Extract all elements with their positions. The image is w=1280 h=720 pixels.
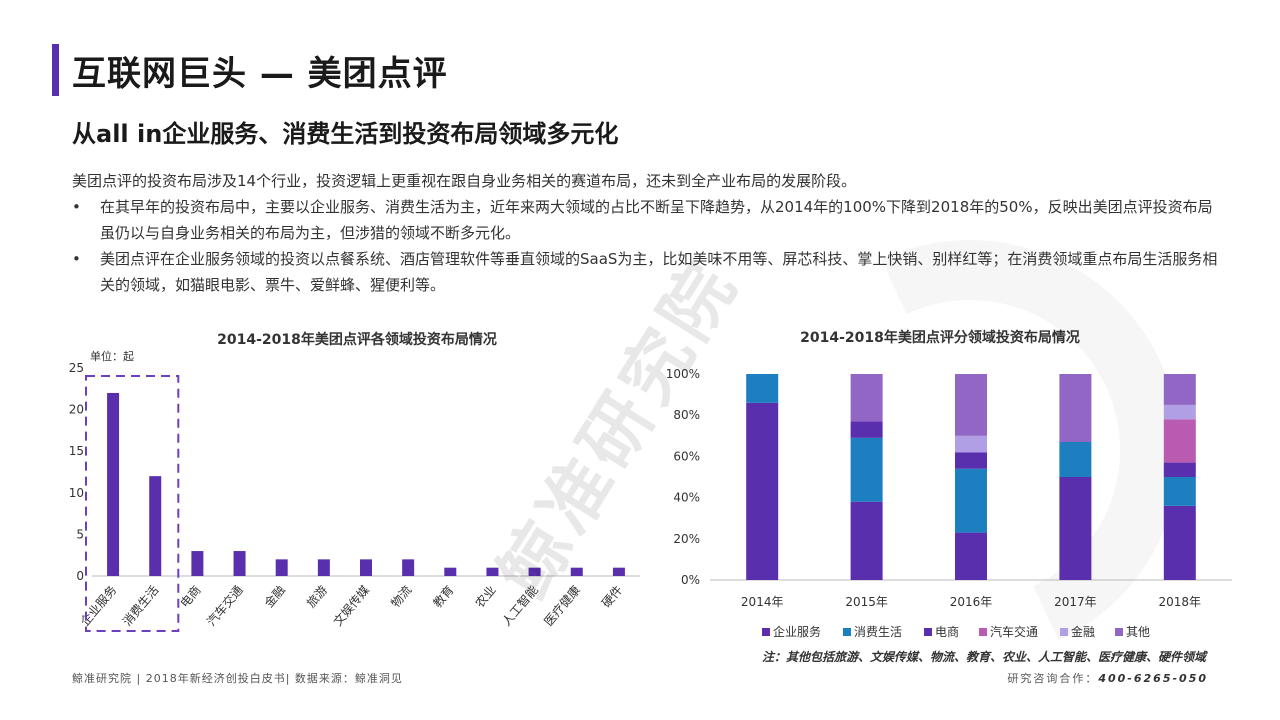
chart1-bar — [107, 392, 120, 576]
chart1-x-tick-label: 汽车交通 — [203, 582, 245, 628]
chart2-legend-label: 消费生活 — [854, 625, 902, 639]
chart2-legend-label: 电商 — [935, 624, 959, 639]
chart1-x-tick-label: 文娱传媒 — [330, 582, 372, 628]
chart2-x-tick-label: 2014年 — [741, 595, 784, 609]
chart1-bar — [402, 559, 415, 576]
chart1-bar — [486, 567, 499, 576]
chart1-x-tick-label: 电商 — [177, 582, 204, 610]
chart1-y-tick-label: 25 — [69, 361, 84, 375]
chart-sector-share-stacked: 2014-2018年美团点评分领域投资布局情况 0% 20% 40% 60% 80% 100… — [640, 318, 1240, 652]
chart1-y-tick-label: 15 — [69, 444, 84, 458]
footer-contact: 研究咨询合作：400-6265-050 — [1007, 670, 1208, 686]
chart1-bar — [317, 559, 330, 576]
chart2-note: 注：其他包括旅游、文娱传媒、物流、教育、农业、人工智能、医疗健康、硬件领域 — [761, 650, 1206, 664]
title-accent-bar — [52, 44, 59, 96]
chart1-highlight-box — [85, 375, 180, 632]
chart-sector-investment-counts: 2014-2018年美团点评各领域投资布局情况单位：起 0 5 10 15 20 25 企业服… — [52, 318, 652, 652]
chart2-legend-swatch — [924, 628, 932, 636]
chart2-bar-segment — [955, 435, 987, 453]
chart1-unit-label: 单位：起 — [90, 349, 134, 363]
chart1-y-tick-label: 0 — [76, 569, 84, 583]
chart2-bar-segment — [1163, 404, 1196, 420]
chart2-bar-segment — [1163, 505, 1196, 580]
footer-phone: 400-6265-050 — [1098, 672, 1208, 685]
chart1-bar — [191, 551, 204, 576]
chart2-title: 2014-2018年美团点评分领域投资布局情况 — [800, 329, 1080, 346]
chart1-bar — [233, 551, 246, 576]
chart1-y-tick-label: 10 — [69, 486, 84, 500]
chart2-y-tick-label: 60% — [673, 449, 700, 463]
page-subtitle: 从all in企业服务、消费生活到投资布局领域多元化 — [72, 120, 619, 148]
chart1-x-tick-label: 物流 — [388, 583, 414, 610]
chart2-y-tick-label: 20% — [673, 532, 700, 546]
chart1-y-tick-label: 5 — [76, 527, 84, 541]
chart2-legend-swatch — [762, 628, 770, 636]
chart2-legend-swatch — [843, 628, 851, 636]
chart1-bar — [275, 559, 288, 576]
chart2-bar-segment — [1163, 462, 1196, 477]
chart2-legend-label: 企业服务 — [773, 624, 821, 639]
chart2-x-tick-label: 2018年 — [1159, 595, 1202, 609]
bullet-dot: • — [72, 198, 81, 216]
bullet-item-1: • 在其早年的投资布局中，主要以企业服务、消费生活为主，近年来两大领域的占比不断… — [72, 194, 1222, 246]
chart1-y-tick-label: 20 — [69, 403, 84, 417]
chart2-bar-segment — [850, 437, 883, 502]
chart1-bar — [360, 559, 372, 576]
chart2-legend-swatch — [1115, 628, 1123, 636]
footer-source: 鲸准研究院 | 2018年新经济创投白皮书| 数据来源：鲸准洞见 — [72, 672, 403, 685]
chart2-legend-label: 其他 — [1126, 625, 1150, 639]
chart2-bar-segment — [850, 374, 883, 422]
chart2-legend-swatch — [1060, 628, 1068, 636]
chart2-bar-segment — [1163, 477, 1196, 506]
chart2-legend-swatch — [979, 628, 987, 636]
chart1-bar — [528, 567, 541, 576]
chart2-bar-segment — [955, 532, 987, 580]
chart1-x-tick-label: 旅游 — [304, 583, 330, 610]
chart1-x-tick-label: 农业 — [473, 583, 499, 610]
footer-contact-label: 研究咨询合作： — [1007, 672, 1099, 685]
chart1-x-tick-label: 消费生活 — [120, 583, 162, 629]
chart1-x-tick-label: 企业服务 — [77, 582, 119, 628]
bullet-text-2: 美团点评在企业服务领域的投资以点餐系统、酒店管理软件等垂直领域的SaaS为主，比… — [100, 250, 1218, 294]
chart2-bar-segment — [1059, 374, 1092, 442]
chart2-y-tick-label: 100% — [666, 367, 700, 381]
chart2-x-tick-label: 2015年 — [845, 595, 888, 609]
chart2-bar-segment — [850, 421, 883, 438]
bullet-dot: • — [72, 250, 81, 268]
chart2-y-tick-label: 40% — [673, 491, 700, 505]
chart2-bar-segment — [746, 374, 779, 403]
chart2-y-tick-label: 80% — [673, 408, 700, 422]
chart2-x-tick-label: 2016年 — [950, 595, 993, 609]
chart2-x-tick-label: 2017年 — [1054, 595, 1097, 609]
chart2-bar-segment — [1059, 477, 1092, 580]
chart2-bar-segment — [955, 468, 987, 533]
chart1-x-tick-label: 金融 — [261, 582, 288, 610]
page-title: 互联网巨头 — 美团点评 — [72, 54, 448, 94]
bullet-item-2: • 美团点评在企业服务领域的投资以点餐系统、酒店管理软件等垂直领域的SaaS为主… — [72, 246, 1222, 298]
chart2-y-tick-label: 0% — [681, 573, 700, 587]
chart2-bar-segment — [746, 402, 779, 580]
chart2-svg: 2014-2018年美团点评分领域投资布局情况 0% 20% 40% 60% 80% 100… — [666, 329, 1232, 639]
chart2-bar-segment — [1059, 441, 1092, 477]
chart1-bar — [444, 567, 457, 576]
chart2-bar-segment — [1163, 419, 1196, 463]
chart1-x-tick-label: 教育 — [430, 582, 457, 610]
chart1-bar — [149, 476, 162, 576]
chart1-x-tick-label: 硬件 — [599, 583, 625, 610]
chart2-bar-segment — [850, 501, 883, 580]
chart1-bar — [570, 567, 583, 576]
bullet-text-1: 在其早年的投资布局中，主要以企业服务、消费生活为主，近年来两大领域的占比不断呈下… — [100, 198, 1213, 242]
intro-paragraph: 美团点评的投资布局涉及14个行业，投资逻辑上更重视在跟自身业务相关的赛道布局，还… — [72, 172, 857, 190]
chart1-title: 2014-2018年美团点评各领域投资布局情况 — [217, 331, 497, 348]
chart2-bar-segment — [955, 452, 987, 469]
chart2-bar-segment — [955, 374, 987, 436]
chart1-bar — [612, 567, 625, 576]
chart2-legend-label: 金融 — [1071, 624, 1095, 639]
chart2-legend-label: 汽车交通 — [990, 624, 1038, 639]
chart2-bar-segment — [1163, 374, 1196, 405]
